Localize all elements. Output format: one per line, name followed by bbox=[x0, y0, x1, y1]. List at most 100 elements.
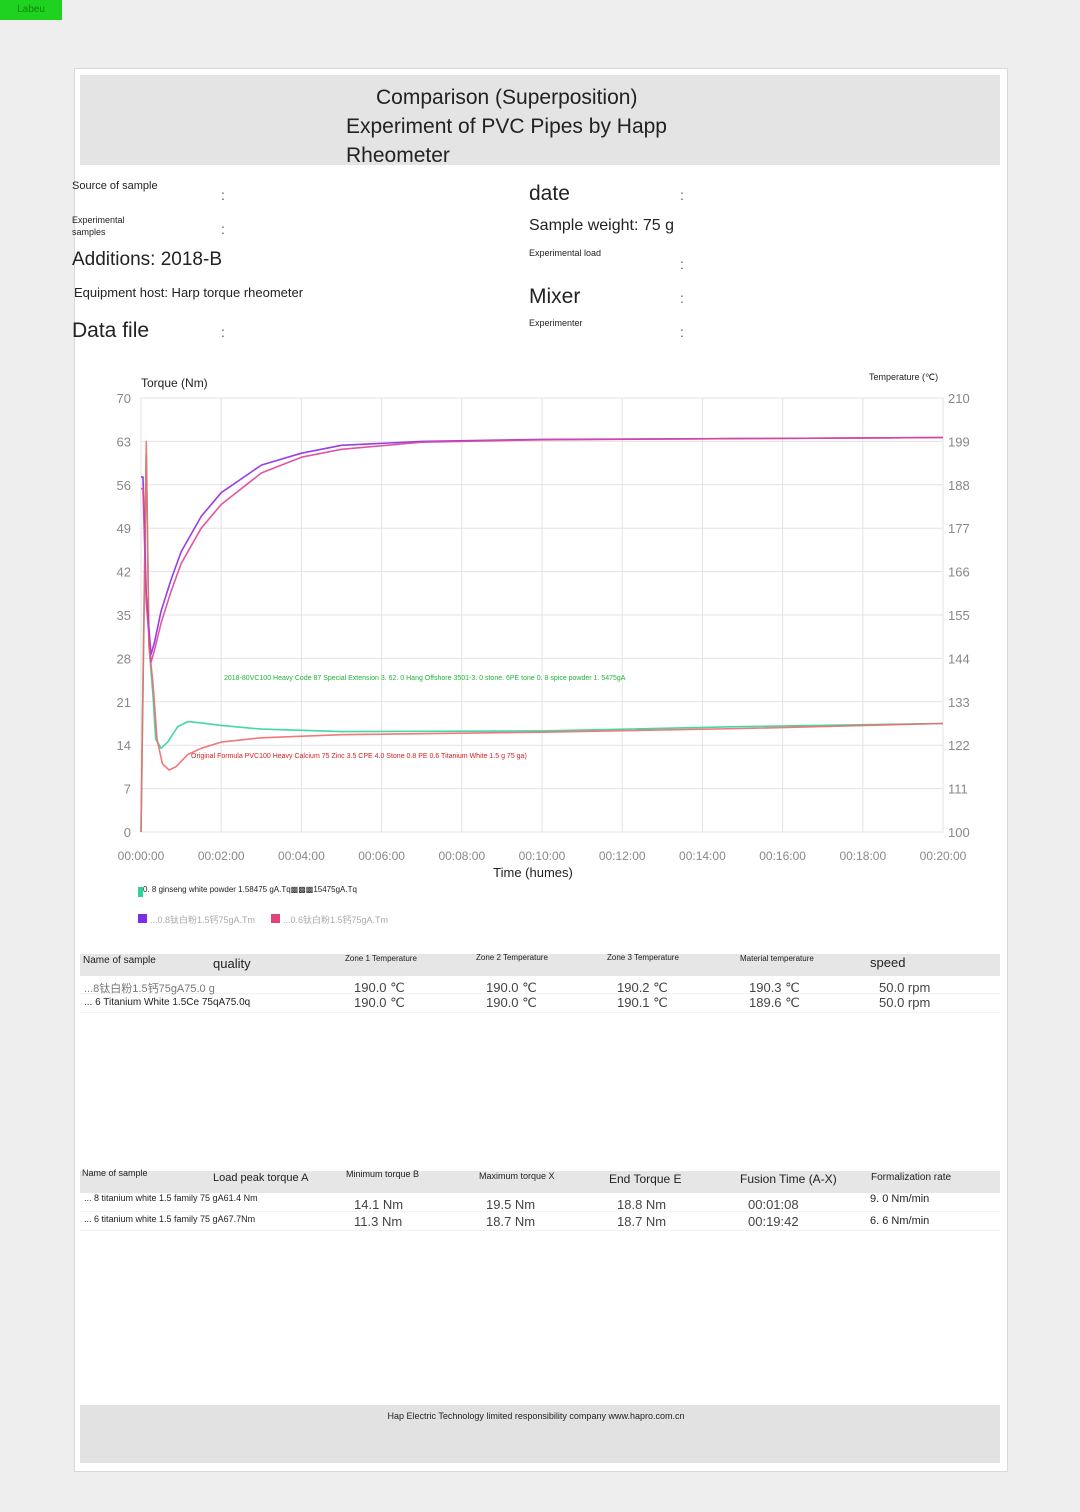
annotation-red: Original Formula PVC100 Heavy Calcium 75… bbox=[191, 753, 527, 760]
x-tick-label: 00:00:00 bbox=[118, 849, 165, 863]
colon: : bbox=[680, 256, 684, 272]
y2-tick-label: 122 bbox=[948, 738, 970, 753]
table1-header-material-temp: Material temperature bbox=[740, 954, 814, 963]
table1-row-divider bbox=[80, 993, 1000, 994]
table1-header-zone1: Zone 1 Temperature bbox=[345, 954, 417, 963]
table2-row-divider bbox=[80, 1211, 1000, 1212]
table1-row1-zone2: 190.0 ℃ bbox=[486, 980, 537, 995]
footer-text: Hap Electric Technology limited responsi… bbox=[387, 1411, 685, 1421]
y2-tick-label: 144 bbox=[948, 651, 970, 666]
x-tick-label: 00:04:00 bbox=[278, 849, 325, 863]
table1-header-name: Name of sample bbox=[83, 955, 156, 966]
x-tick-label: 00:06:00 bbox=[358, 849, 405, 863]
x-tick-label: 00:20:00 bbox=[920, 849, 967, 863]
table1-header-quality: quality bbox=[213, 956, 251, 971]
table1-row1-material-temp: 190.3 ℃ bbox=[749, 980, 800, 995]
table2-row2-max: 18.7 Nm bbox=[486, 1214, 536, 1229]
x-axis-ticks: 00:00:00 00:02:00 00:04:00 00:06:00 00:08:00… bbox=[118, 849, 967, 863]
table2-row1-end: 18.8 Nm bbox=[617, 1197, 667, 1212]
x-axis-label: Time (humes) bbox=[493, 865, 573, 880]
table1-row1-zone3: 190.2 ℃ bbox=[617, 980, 668, 995]
y-axis-ticks: 0 7 14 21 28 35 42 49 56 63 70 bbox=[117, 391, 131, 840]
colon: : bbox=[221, 221, 225, 237]
table1-row2-zone2: 190.0 ℃ bbox=[486, 995, 537, 1010]
table1-header-speed: speed bbox=[870, 955, 906, 970]
y-tick-label: 42 bbox=[117, 565, 131, 580]
series-line-4 bbox=[141, 436, 944, 664]
header-band bbox=[80, 75, 1000, 165]
table2-row2-name: ... 6 titanium white 1.5 family 75 gA67.… bbox=[84, 1214, 256, 1224]
y2-tick-label: 166 bbox=[948, 565, 970, 580]
table1-row2-name: ... 6 Titanium White 1.5Ce 75qA75.0q bbox=[84, 997, 251, 1008]
title-line-1: Comparison (Superposition) bbox=[376, 86, 638, 109]
y2-tick-label: 100 bbox=[948, 825, 970, 840]
table1-header-band bbox=[80, 954, 1000, 976]
colon: : bbox=[680, 290, 684, 306]
date-label: date bbox=[529, 182, 570, 205]
y2-tick-label: 155 bbox=[948, 608, 970, 623]
x-tick-label: 00:02:00 bbox=[198, 849, 245, 863]
table2-header-min-torque: Minimum torque B bbox=[346, 1169, 420, 1179]
series-group bbox=[140, 436, 944, 833]
y-tick-label: 14 bbox=[117, 738, 131, 753]
y2-axis-ticks: 100 111 122 133 144 155 166 177 188 199 210 bbox=[948, 391, 970, 840]
grid bbox=[140, 397, 944, 833]
table2-row1-min: 14.1 Nm bbox=[354, 1197, 404, 1212]
colon: : bbox=[221, 324, 225, 340]
y2-tick-label: 210 bbox=[948, 391, 970, 406]
table2-row-divider bbox=[80, 1230, 1000, 1231]
x-tick-label: 00:08:00 bbox=[438, 849, 485, 863]
annotation-green: 2018-80VC100 Heavy Code 87 Special Exten… bbox=[224, 675, 626, 682]
y2-tick-label: 188 bbox=[948, 478, 970, 493]
table2-row1-fusion: 00:01:08 bbox=[748, 1197, 799, 1212]
colon: : bbox=[221, 187, 225, 203]
x-tick-label: 00:12:00 bbox=[599, 849, 646, 863]
y2-tick-label: 199 bbox=[948, 434, 970, 449]
table2-header-load-peak: Load peak torque A bbox=[213, 1172, 309, 1184]
experimental-samples-label: Experimental samples bbox=[72, 215, 125, 237]
y2-tick-label: 133 bbox=[948, 695, 970, 710]
colon: : bbox=[680, 187, 684, 203]
equipment-host: Equipment host: Harp torque rheometer bbox=[74, 285, 304, 300]
x-tick-label: 00:16:00 bbox=[759, 849, 806, 863]
table2-header-formalization-rate: Formalization rate bbox=[871, 1172, 952, 1183]
legend-swatch-green bbox=[138, 887, 143, 897]
table2-header-band bbox=[80, 1171, 1000, 1193]
title-line-3: Rheometer bbox=[346, 144, 450, 167]
table2-row1-max: 19.5 Nm bbox=[486, 1197, 536, 1212]
legend-entry-1: 0. 8 ginseng white powder 1.58475 gA.Tq▩… bbox=[143, 885, 357, 894]
table2-header-end-torque: End Torque E bbox=[609, 1172, 682, 1186]
table2-header-name: Name of sample bbox=[82, 1168, 148, 1178]
x-tick-label: 00:18:00 bbox=[839, 849, 886, 863]
y-tick-label: 49 bbox=[117, 521, 131, 536]
footer-band bbox=[80, 1405, 1000, 1463]
table2-row1-rate: 9. 0 Nm/min bbox=[870, 1193, 930, 1205]
y-tick-label: 35 bbox=[117, 608, 131, 623]
x-tick-label: 00:10:00 bbox=[519, 849, 566, 863]
series-line-2 bbox=[140, 440, 944, 833]
y-tick-label: 56 bbox=[117, 478, 131, 493]
y-tick-label: 63 bbox=[117, 434, 131, 449]
source-of-sample-label: Source of sample bbox=[72, 180, 158, 192]
sample-weight: Sample weight: 75 g bbox=[529, 217, 674, 234]
table1-row1-speed: 50.0 rpm bbox=[879, 980, 931, 995]
table1-row1-name: ...8钛白粉1.5钙75gA75.0 g bbox=[84, 983, 215, 995]
colon: : bbox=[680, 324, 684, 340]
y-tick-label: 28 bbox=[117, 651, 131, 666]
table2-row2-rate: 6. 6 Nm/min bbox=[870, 1215, 930, 1227]
table1-row2-speed: 50.0 rpm bbox=[879, 995, 931, 1010]
additions: Additions: 2018-B bbox=[72, 249, 222, 270]
table2-row1-name: ... 8 titanium white 1.5 family 75 gA61.… bbox=[84, 1193, 258, 1203]
table1-header-zone3: Zone 3 Temperature bbox=[607, 953, 679, 962]
table1-row2-zone3: 190.1 ℃ bbox=[617, 995, 668, 1010]
table2-row2-min: 11.3 Nm bbox=[354, 1214, 403, 1229]
title-line-2: Experiment of PVC Pipes by Happ bbox=[346, 115, 667, 138]
y2-tick-label: 111 bbox=[948, 782, 968, 797]
legend-entry-3: ...0.6钛白粉1.5钙75gA.Tm bbox=[283, 915, 389, 925]
table2-header-fusion-time: Fusion Time (A-X) bbox=[740, 1172, 837, 1186]
data-file-label: Data file bbox=[72, 319, 150, 342]
x-tick-label: 00:14:00 bbox=[679, 849, 726, 863]
table2-header-max-torque: Maximum torque X bbox=[479, 1171, 555, 1181]
legend-swatch-pink bbox=[271, 914, 280, 923]
